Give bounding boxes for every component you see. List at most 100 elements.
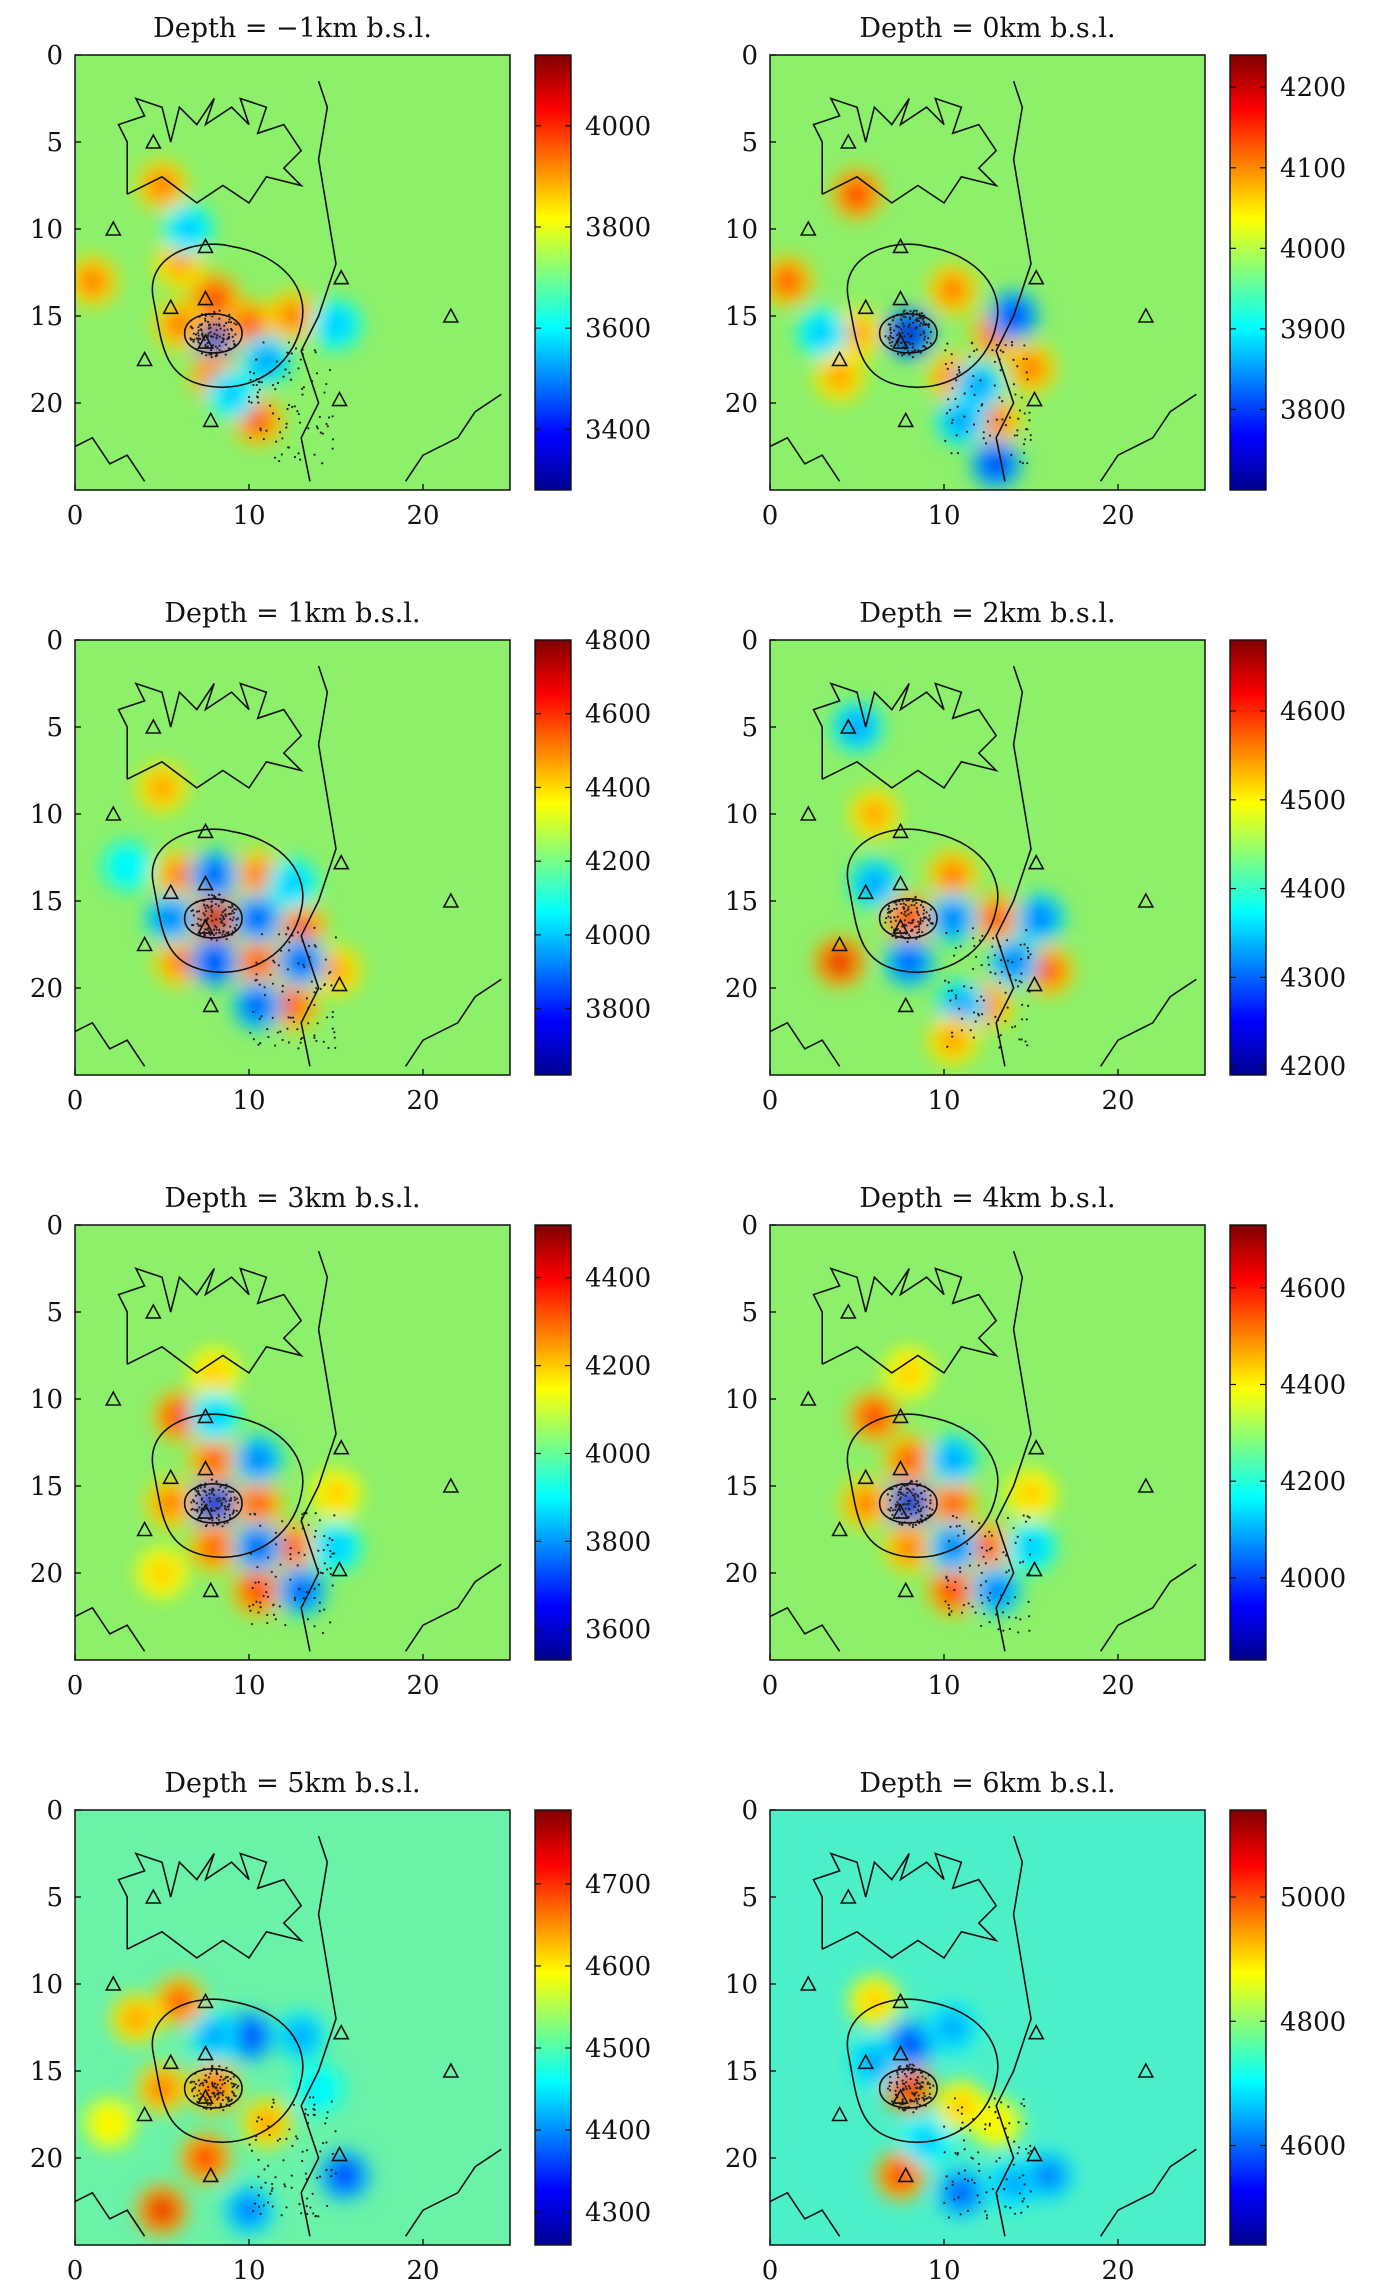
anomaly-core [279, 992, 306, 1019]
quake [899, 2065, 902, 2068]
contour-line [300, 665, 337, 1067]
quake [231, 905, 234, 908]
quake [901, 322, 905, 325]
quake [917, 2094, 920, 2097]
quake [218, 2065, 221, 2068]
quake [909, 921, 912, 925]
quake [923, 338, 926, 341]
quake [1020, 2102, 1023, 2105]
x-tick-label: 20 [406, 501, 439, 531]
quake [328, 368, 332, 372]
colorbar-tick-label: 5000 [1280, 1883, 1346, 1913]
velocity-field [770, 640, 1205, 1075]
quake [1016, 434, 1019, 437]
quake [897, 1503, 900, 1507]
quake [256, 2120, 259, 2123]
quake [971, 2178, 974, 2181]
quake [212, 323, 215, 326]
anomaly-core [983, 1577, 1010, 1604]
quake [1003, 2188, 1006, 2191]
anomaly-core [939, 1446, 966, 1473]
quake [921, 1515, 924, 1518]
x-tick-label: 0 [762, 2256, 779, 2286]
quake [330, 2168, 333, 2172]
quake [899, 2103, 902, 2106]
quake [900, 328, 903, 331]
quake [1029, 438, 1032, 442]
anomaly-core [843, 181, 871, 208]
station-triangle [1137, 307, 1155, 323]
quake [319, 1571, 322, 1574]
quake [1021, 2200, 1024, 2203]
quake [966, 2179, 970, 2182]
quake [215, 926, 218, 929]
quake [915, 1511, 918, 1514]
station-triangle [197, 822, 214, 839]
quake [306, 2212, 309, 2216]
quake [223, 1497, 226, 1500]
quake [985, 2217, 989, 2220]
quake [234, 2083, 237, 2086]
quake [964, 1587, 967, 1590]
quake [227, 347, 230, 350]
quake [297, 1047, 300, 1050]
quake [313, 1034, 316, 1037]
colorbar-tick-label: 4200 [585, 1352, 651, 1382]
anomaly-core [1026, 905, 1053, 932]
anomaly-core [166, 1988, 193, 2015]
quake [235, 1497, 239, 1500]
quake [325, 1568, 329, 1571]
quake [305, 1590, 308, 1594]
quake [953, 2198, 956, 2201]
quake [224, 353, 227, 356]
quake [250, 1622, 254, 1626]
quake [226, 2079, 230, 2082]
station-triangle [1026, 1560, 1043, 1577]
quake [227, 332, 230, 336]
quake [962, 1532, 966, 1535]
quake [917, 925, 920, 928]
quake [215, 1506, 218, 1509]
contour-line [183, 2068, 243, 2109]
quake [249, 1609, 252, 1612]
quake [289, 1553, 292, 1556]
quake [223, 2082, 226, 2085]
quake [196, 1510, 199, 1513]
y-tick-label: 0 [46, 41, 63, 71]
quake [1023, 344, 1026, 347]
anomaly-core [244, 407, 271, 434]
contour-line [300, 1250, 337, 1652]
quake [285, 426, 288, 429]
topography-contours [770, 1250, 1197, 1652]
quake [921, 2086, 924, 2089]
anomaly-core [201, 1533, 228, 1560]
quake [978, 1522, 981, 1525]
quake [962, 2139, 966, 2142]
quake [925, 322, 928, 326]
quake [257, 1581, 260, 1584]
quake [911, 342, 915, 345]
quake [306, 2197, 309, 2200]
quake [895, 324, 898, 327]
quake [225, 938, 228, 941]
station-triangle [1137, 2062, 1155, 2078]
anomaly-core [288, 914, 315, 941]
quake [207, 906, 210, 909]
quake [1001, 400, 1004, 403]
quake [1027, 950, 1030, 953]
quake [998, 1046, 1001, 1049]
quake [254, 1581, 257, 1584]
quake [1018, 1038, 1021, 1041]
quake [983, 1612, 986, 1616]
anomaly-core [896, 2031, 923, 2058]
quake [211, 1492, 214, 1495]
quake [284, 1538, 287, 1542]
anomaly-blobs [136, 1347, 362, 1616]
quake [315, 425, 318, 428]
quake [326, 425, 329, 428]
quake [208, 1497, 211, 1500]
quake [898, 1488, 901, 1491]
quake [197, 329, 200, 332]
quake [215, 1480, 218, 1483]
